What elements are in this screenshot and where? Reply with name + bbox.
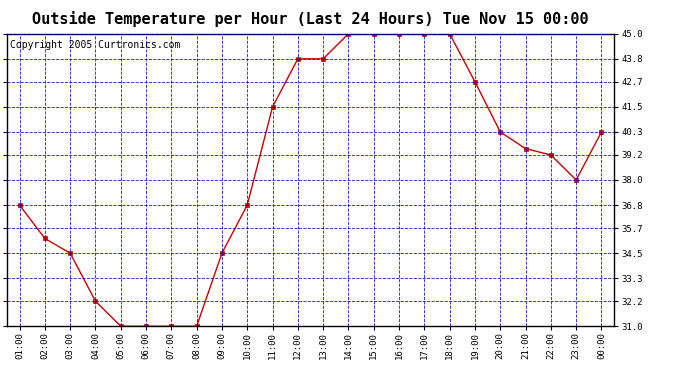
Text: Outside Temperature per Hour (Last 24 Hours) Tue Nov 15 00:00: Outside Temperature per Hour (Last 24 Ho… [32, 11, 589, 27]
Text: Copyright 2005 Curtronics.com: Copyright 2005 Curtronics.com [10, 40, 180, 50]
